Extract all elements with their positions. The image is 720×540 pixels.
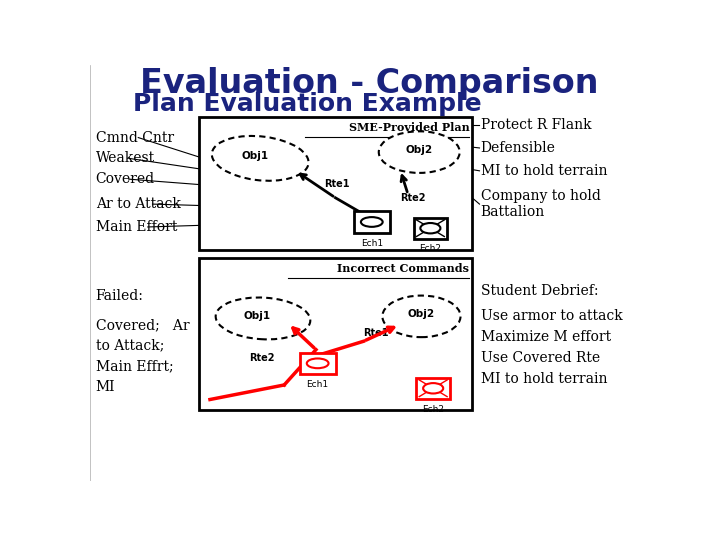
Text: Cmnd Cntr: Cmnd Cntr <box>96 131 174 145</box>
Text: Main Effort: Main Effort <box>96 220 177 234</box>
Text: Plan Evaluation Example: Plan Evaluation Example <box>133 92 482 116</box>
Text: Evaluation - Comparison: Evaluation - Comparison <box>140 67 598 100</box>
Ellipse shape <box>307 359 328 368</box>
Text: Obj1: Obj1 <box>241 151 268 161</box>
Text: Defensible: Defensible <box>481 141 555 155</box>
Text: Incorrect Commands: Incorrect Commands <box>338 263 469 274</box>
Text: Company to hold
Battalion: Company to hold Battalion <box>481 189 600 219</box>
Text: Use armor to attack: Use armor to attack <box>481 309 622 323</box>
Text: Protect R Flank: Protect R Flank <box>481 118 591 132</box>
Bar <box>199 117 472 250</box>
Text: MI to hold terrain: MI to hold terrain <box>481 372 607 386</box>
Text: Maximize M effort: Maximize M effort <box>481 330 611 344</box>
Bar <box>413 218 447 239</box>
Text: Use Covered Rte: Use Covered Rte <box>481 351 600 365</box>
Text: Ech2: Ech2 <box>419 245 441 253</box>
Bar <box>199 258 472 410</box>
Text: Student Debrief:: Student Debrief: <box>481 285 598 299</box>
Text: Ar to Attack: Ar to Attack <box>96 197 181 211</box>
Text: Covered: Covered <box>96 172 155 186</box>
Text: Covered;   Ar
to Attack;
Main Effrt;
MI: Covered; Ar to Attack; Main Effrt; MI <box>96 318 189 394</box>
Ellipse shape <box>379 131 459 173</box>
Text: Weakest: Weakest <box>96 151 155 165</box>
Text: Failed:: Failed: <box>96 288 143 302</box>
Text: Obj1: Obj1 <box>244 312 271 321</box>
Text: Ech1: Ech1 <box>307 380 329 389</box>
Text: Ech1: Ech1 <box>361 239 383 248</box>
Text: Rte2: Rte2 <box>249 353 274 363</box>
Ellipse shape <box>420 223 441 233</box>
Bar <box>300 353 336 374</box>
Bar <box>354 211 390 233</box>
Text: MI to hold terrain: MI to hold terrain <box>481 164 607 178</box>
Text: Ech2: Ech2 <box>422 404 444 414</box>
Text: Obj2: Obj2 <box>405 145 433 155</box>
Text: SME-Provided Plan: SME-Provided Plan <box>348 122 469 133</box>
Text: Rte1: Rte1 <box>364 328 389 338</box>
Ellipse shape <box>382 295 461 337</box>
Text: Rte1: Rte1 <box>324 179 350 189</box>
Ellipse shape <box>423 383 444 394</box>
Text: Obj2: Obj2 <box>408 309 435 319</box>
Text: Rte2: Rte2 <box>400 193 426 203</box>
Ellipse shape <box>212 136 309 181</box>
Ellipse shape <box>361 217 382 227</box>
Ellipse shape <box>216 298 310 339</box>
Bar <box>416 378 450 399</box>
